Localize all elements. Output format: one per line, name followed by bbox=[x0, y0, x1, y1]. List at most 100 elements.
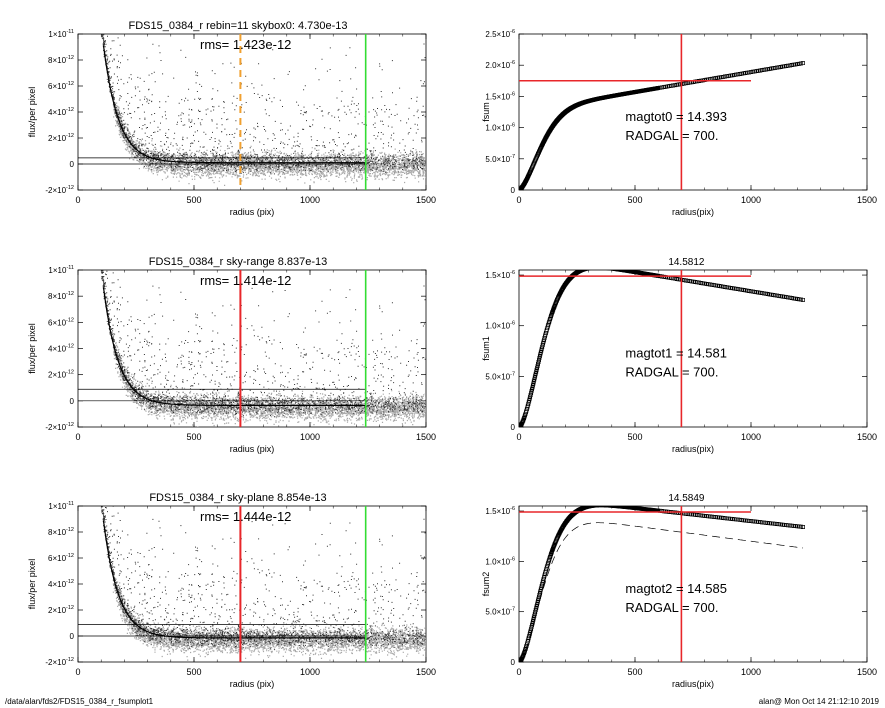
x-tick-label: 1500 bbox=[416, 195, 436, 205]
y-tick-label: 0 bbox=[70, 632, 75, 641]
profile-line bbox=[102, 520, 366, 639]
y-tick-label: 6×10-12 bbox=[48, 81, 74, 91]
y-tick-label: 8×10-12 bbox=[48, 291, 74, 301]
y-tick-label: -2×10-12 bbox=[45, 422, 74, 432]
y-tick-label: 2×10-12 bbox=[48, 133, 74, 143]
y-axis-label: fsum1 bbox=[481, 336, 491, 361]
y-tick-label: 1.5×10-6 bbox=[485, 91, 515, 101]
y-tick-label: 6×10-12 bbox=[48, 317, 74, 327]
rms-annotation: rms= 1.444e-12 bbox=[200, 509, 291, 524]
x-axis-label: radius (pix) bbox=[230, 679, 275, 689]
chart-panel-4: 0 500 1000 1500 0 5.0×10-7 1.0×10-6 1.5×10-6 2.0… bbox=[481, 29, 877, 217]
plot-frame bbox=[518, 33, 868, 191]
footer-timestamp: alan@ Mon Oct 14 21:12:10 2019 bbox=[758, 697, 879, 706]
y-tick-label: 0 bbox=[70, 160, 75, 169]
y-tick-label: 2.0×10-6 bbox=[485, 60, 515, 70]
x-tick-label: 1000 bbox=[741, 195, 761, 205]
magtot-label: magtot0 = 14.393 bbox=[625, 109, 727, 124]
footer-path: /data/alan/fds2/FDS15_0384_r_fsumplot1 bbox=[5, 697, 154, 706]
y-tick-label: 4×10-12 bbox=[48, 344, 74, 354]
profile-line bbox=[102, 287, 366, 406]
x-tick-label: 1000 bbox=[300, 667, 320, 677]
chart-title: FDS15_0384_r rebin=11 skybox0: 4.730e-13 bbox=[128, 20, 347, 32]
chart-panel-3: 0 500 1000 1500 1×10-11 8×10-12 6×10-12 4×10-12… bbox=[27, 492, 436, 689]
y-tick-label: 1.5×10-6 bbox=[485, 506, 515, 516]
y-tick-label: 0 bbox=[511, 658, 516, 667]
y-tick-label: 6×10-12 bbox=[48, 553, 74, 563]
x-tick-label: 1500 bbox=[857, 195, 877, 205]
radgal-label: RADGAL = 700. bbox=[625, 365, 718, 380]
x-tick-label: 1000 bbox=[300, 432, 320, 442]
x-tick-label: 1000 bbox=[741, 667, 761, 677]
x-tick-label: 0 bbox=[516, 667, 521, 677]
x-tick-label: 0 bbox=[75, 667, 80, 677]
y-tick-label: 4×10-12 bbox=[48, 107, 74, 117]
y-tick-label: 0 bbox=[511, 186, 516, 195]
y-tick-label: 5.0×10-7 bbox=[485, 154, 515, 164]
y-axis-label: flux/per pixel bbox=[27, 87, 37, 138]
y-tick-label: 2×10-12 bbox=[48, 370, 74, 380]
radgal-label: RADGAL = 700. bbox=[625, 128, 718, 143]
fsum-curve-points bbox=[519, 61, 805, 190]
x-tick-label: 1500 bbox=[857, 432, 877, 442]
chart-panel-1: 0 500 1000 1500 1×10-11 8×10-12 6×10-12 4×10-12… bbox=[27, 20, 436, 217]
plot-area bbox=[519, 506, 805, 662]
rms-annotation: rms= 1.414e-12 bbox=[200, 273, 291, 288]
y-tick-label: 4×10-12 bbox=[48, 579, 74, 589]
x-tick-label: 1000 bbox=[741, 432, 761, 442]
plot-area bbox=[519, 34, 805, 190]
y-tick-label: 1.0×10-6 bbox=[485, 556, 515, 566]
y-tick-label: -2×10-12 bbox=[45, 657, 74, 667]
y-tick-label: 1×10-11 bbox=[48, 265, 74, 275]
x-tick-label: 500 bbox=[186, 667, 201, 677]
y-tick-label: 8×10-12 bbox=[48, 55, 74, 65]
magtot-top-value: 14.5849 bbox=[668, 493, 705, 504]
chart-panel-6: 0 500 1000 1500 0 5.0×10-7 1.0×10-6 1.5×10-6 rad… bbox=[481, 493, 877, 689]
y-axis-label: flux/per pixel bbox=[27, 323, 37, 374]
x-tick-label: 1500 bbox=[857, 667, 877, 677]
x-axis-label: radius(pix) bbox=[672, 207, 714, 217]
x-axis-label: radius(pix) bbox=[672, 444, 714, 454]
scatter-points-light bbox=[112, 572, 426, 661]
x-tick-label: 1500 bbox=[416, 432, 436, 442]
y-tick-label: 8×10-12 bbox=[48, 527, 74, 537]
x-tick-label: 0 bbox=[75, 432, 80, 442]
x-tick-label: 500 bbox=[627, 195, 642, 205]
x-axis-label: radius(pix) bbox=[672, 679, 714, 689]
y-axis-label: fsum2 bbox=[481, 572, 491, 597]
y-tick-label: 1.5×10-6 bbox=[485, 270, 515, 280]
plot-frame bbox=[518, 505, 868, 663]
magtot-label: magtot1 = 14.581 bbox=[625, 346, 727, 361]
fsum-dashed-curve bbox=[519, 522, 804, 662]
chart-panel-5: 0 500 1000 1500 0 5.0×10-7 1.0×10-6 1.5×10-6 rad… bbox=[481, 257, 877, 454]
radgal-label: RADGAL = 700. bbox=[625, 600, 718, 615]
fsum-curve-points bbox=[519, 270, 805, 427]
y-tick-label: 1×10-11 bbox=[48, 501, 74, 511]
plot-area bbox=[78, 34, 426, 190]
x-axis-label: radius (pix) bbox=[230, 207, 275, 217]
x-tick-label: 0 bbox=[75, 195, 80, 205]
y-tick-label: 2.5×10-6 bbox=[485, 29, 515, 39]
y-tick-label: 1.0×10-6 bbox=[485, 123, 515, 133]
y-tick-label: 1.0×10-6 bbox=[485, 321, 515, 331]
y-tick-label: -2×10-12 bbox=[45, 185, 74, 195]
chart-title: FDS15_0384_r sky-plane 8.854e-13 bbox=[149, 492, 326, 504]
y-tick-label: 1×10-11 bbox=[48, 29, 74, 39]
x-tick-label: 0 bbox=[516, 432, 521, 442]
rms-annotation: rms= 1.423e-12 bbox=[200, 37, 291, 52]
x-tick-label: 500 bbox=[627, 667, 642, 677]
x-tick-label: 1500 bbox=[416, 667, 436, 677]
y-tick-label: 5.0×10-7 bbox=[485, 371, 515, 381]
y-axis-label: fsum bbox=[481, 102, 491, 122]
x-tick-label: 0 bbox=[516, 195, 521, 205]
magtot-top-value: 14.5812 bbox=[668, 257, 705, 268]
y-tick-label: 2×10-12 bbox=[48, 605, 74, 615]
profile-line bbox=[102, 45, 366, 164]
x-tick-label: 500 bbox=[186, 195, 201, 205]
x-axis-label: radius (pix) bbox=[230, 444, 275, 454]
y-tick-label: 0 bbox=[511, 423, 516, 432]
x-tick-label: 500 bbox=[627, 432, 642, 442]
y-tick-label: 0 bbox=[70, 397, 75, 406]
chart-title: FDS15_0384_r sky-range 8.837e-13 bbox=[149, 256, 328, 268]
